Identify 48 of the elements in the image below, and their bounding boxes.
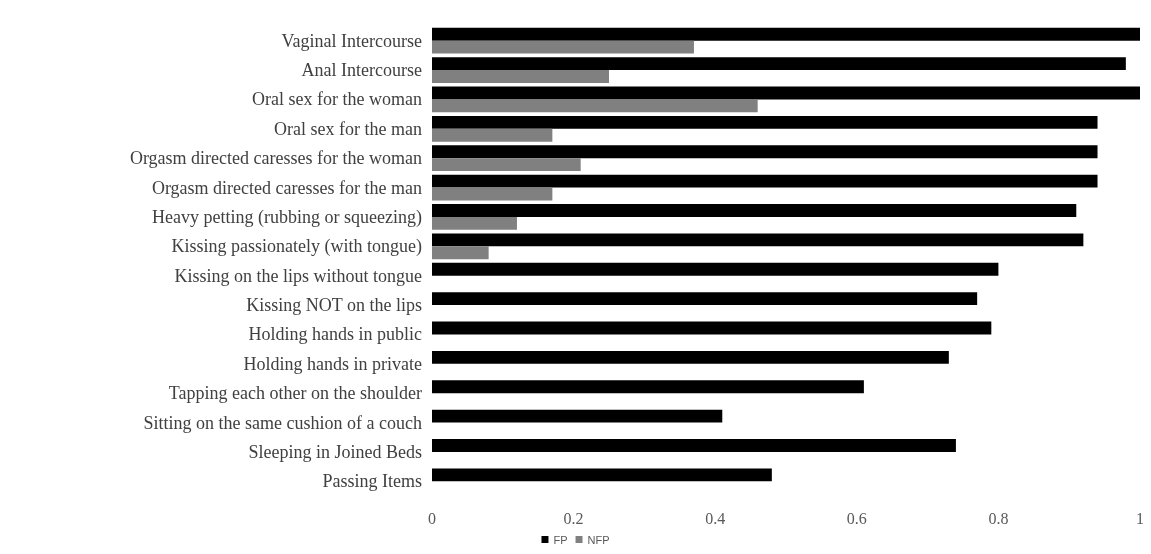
bar [432, 409, 723, 423]
bar [432, 99, 758, 113]
y-tick-label: Anal Intercourse [301, 60, 422, 81]
bar [432, 439, 956, 452]
bar [432, 27, 1140, 41]
bar [432, 321, 992, 335]
bar [432, 174, 1098, 188]
y-tick-label: Passing Items [322, 471, 422, 492]
bar [432, 70, 609, 83]
y-tick-label: Holding hands in private [243, 353, 422, 374]
bar [432, 262, 999, 276]
bar [432, 187, 553, 201]
bar [432, 246, 489, 260]
bar [432, 216, 517, 230]
y-tick-label: Kissing NOT on the lips [246, 295, 422, 316]
bar [432, 292, 978, 306]
y-tick-label: Sitting on the same cushion of a couch [143, 412, 422, 433]
bar [432, 468, 772, 482]
bar [432, 57, 1126, 71]
y-tick-label: Oral sex for the woman [252, 89, 422, 110]
y-tick-label: Orgasm directed caresses for the woman [129, 148, 422, 169]
bar [432, 350, 949, 364]
bar [432, 204, 1077, 217]
bar [432, 233, 1084, 247]
legend-label: NFP [587, 533, 610, 546]
y-tick-label: Orgasm directed caresses for the man [151, 177, 422, 198]
bar [432, 86, 1140, 100]
x-tick-label: 0.4 [705, 509, 726, 527]
y-tick-label: Oral sex for the man [274, 118, 422, 139]
y-tick-label: Heavy petting (rubbing or squeezing) [152, 206, 422, 228]
x-tick-label: 1 [1136, 509, 1144, 527]
bar [432, 380, 864, 394]
x-tick-label: 0 [428, 509, 436, 527]
bar [432, 158, 581, 172]
bar [432, 128, 553, 142]
y-tick-label: Kissing passionately (with tongue) [171, 236, 422, 258]
legend-label: FP [553, 533, 568, 546]
x-tick-label: 0.2 [563, 509, 584, 527]
x-tick-label: 0.6 [846, 509, 867, 527]
y-tick-label: Sleeping in Joined Beds [248, 441, 422, 462]
bar [432, 145, 1098, 159]
x-tick-label: 0.8 [988, 509, 1009, 527]
y-tick-label: Vaginal Intercourse [281, 30, 422, 51]
bar [432, 40, 694, 54]
y-tick-label: Tapping each other on the shoulder [168, 383, 422, 404]
bar [432, 115, 1098, 129]
y-tick-label: Kissing on the lips without tongue [174, 265, 423, 286]
y-tick-label: Holding hands in public [248, 324, 422, 345]
